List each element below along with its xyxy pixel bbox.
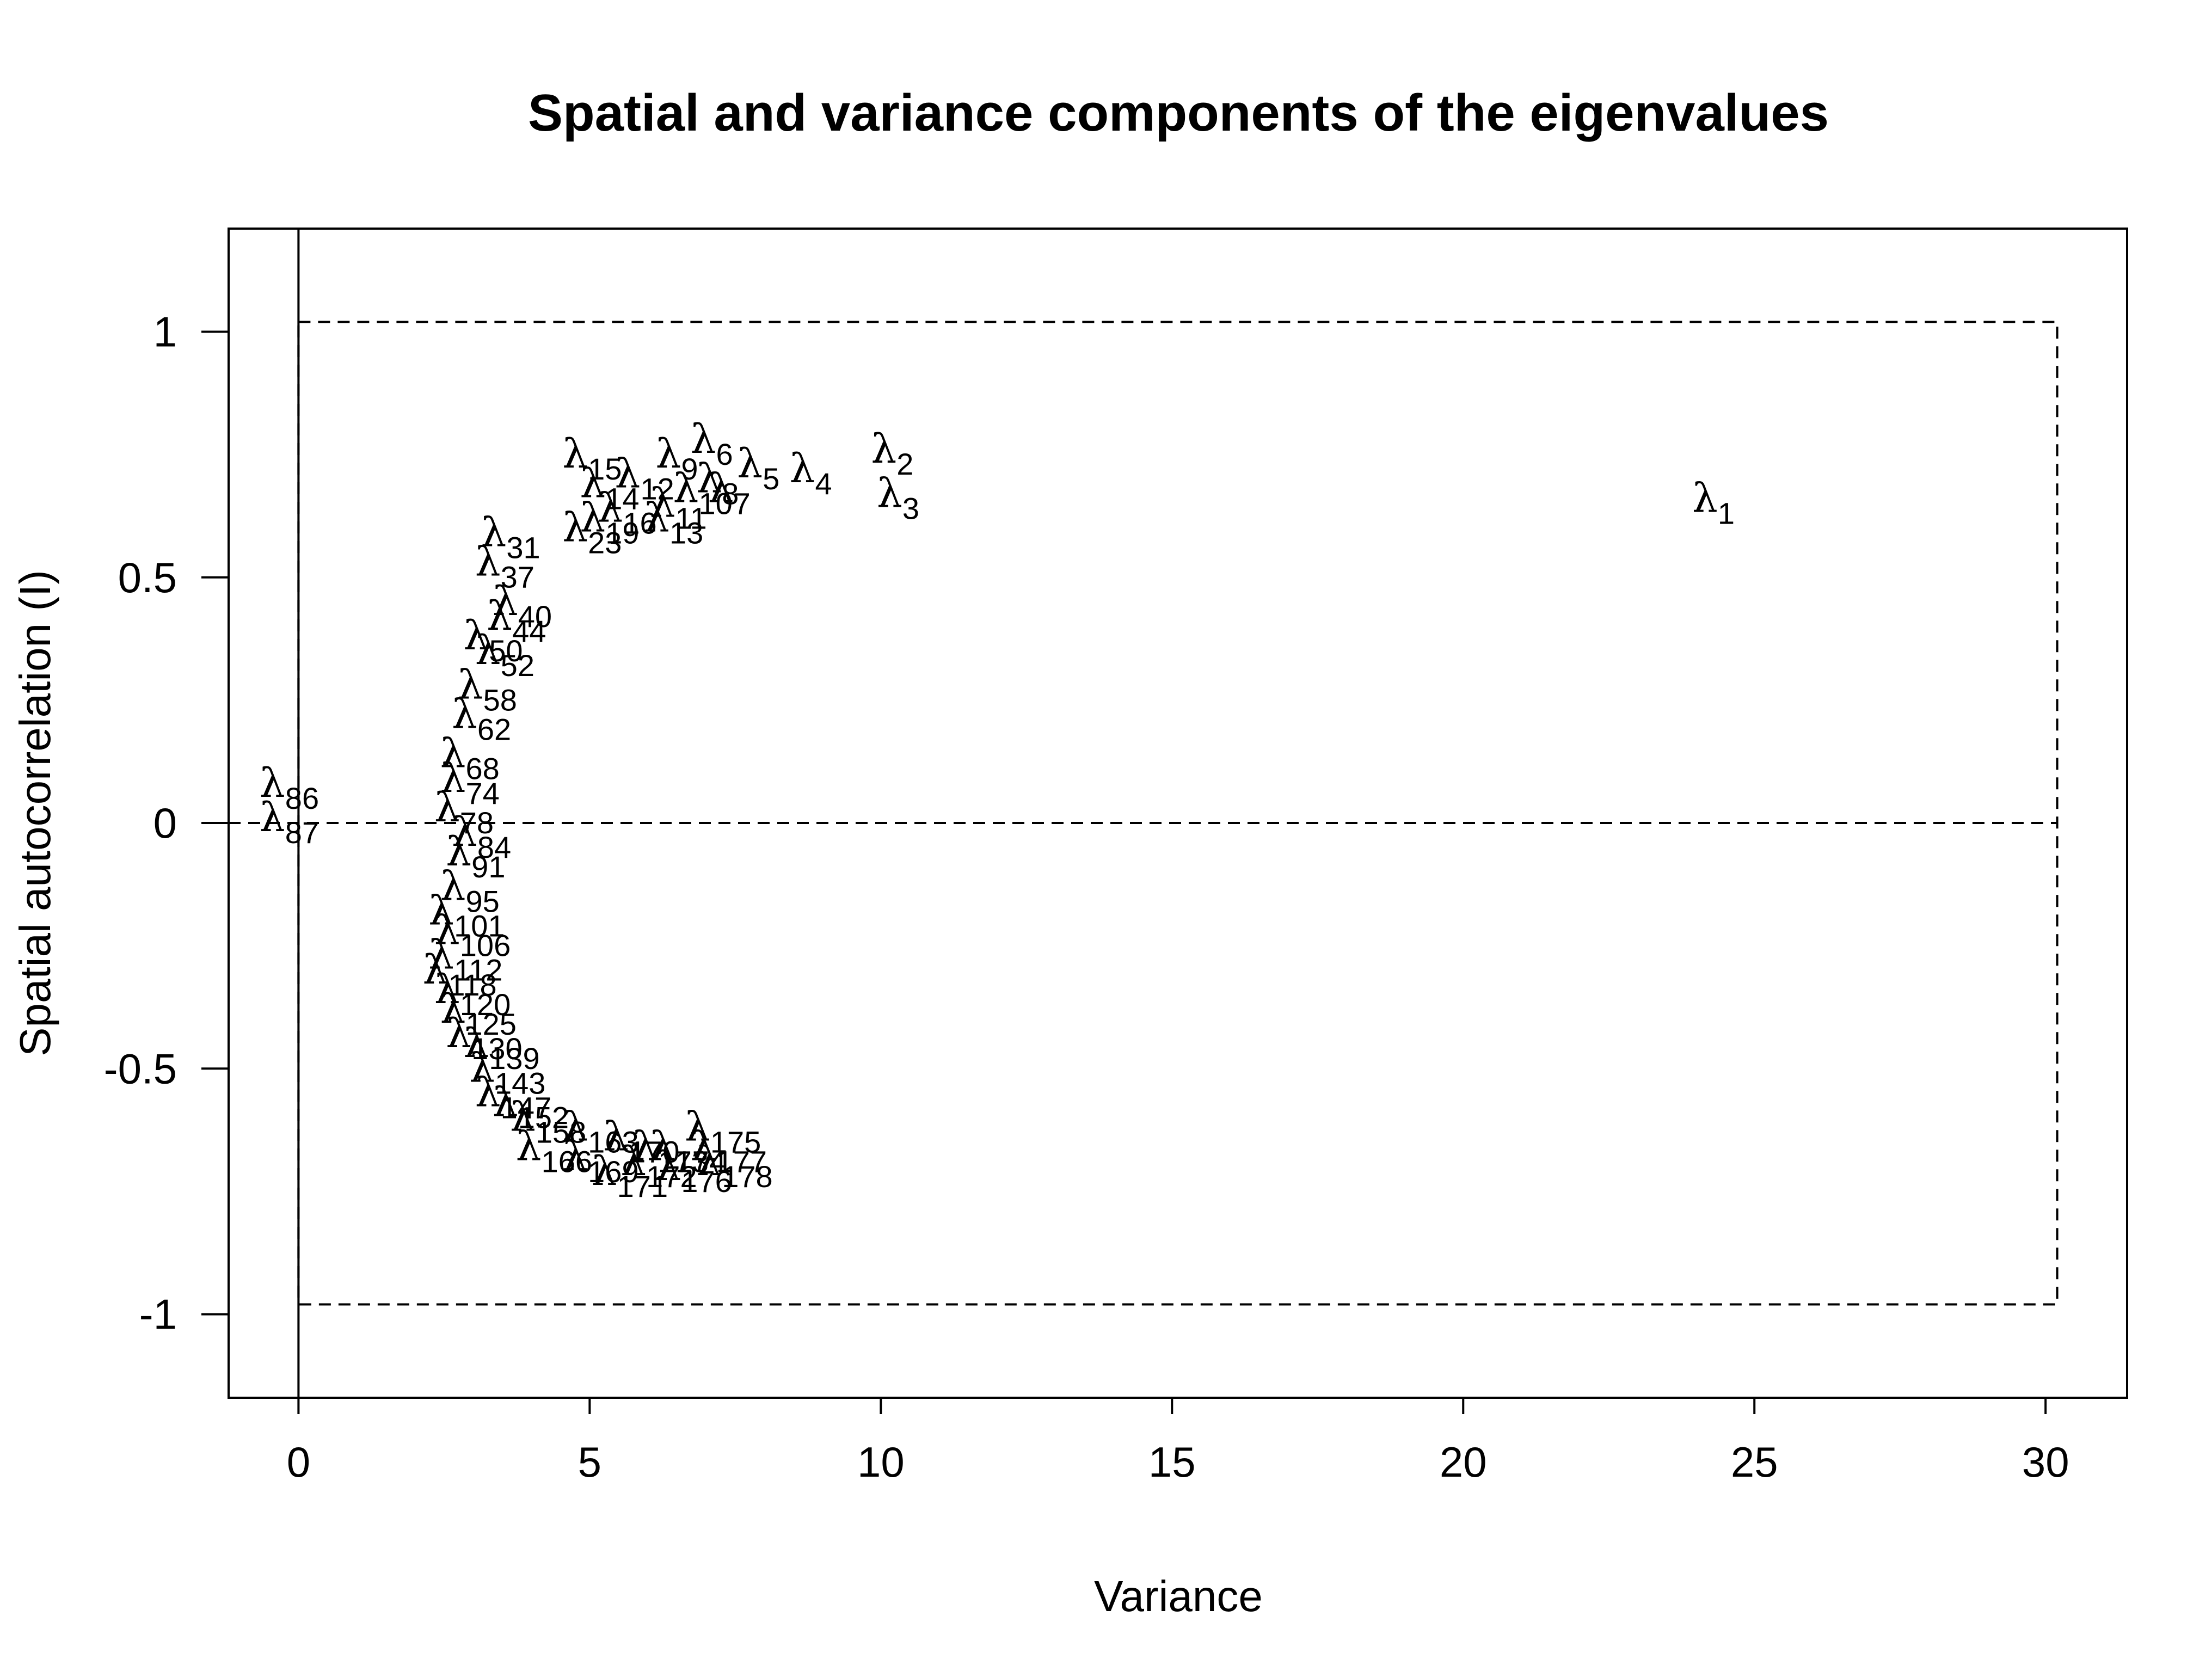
eigenvalue-point-label: λ15 xyxy=(562,431,622,486)
x-tick-label: 15 xyxy=(1148,1438,1196,1486)
x-tick-label: 10 xyxy=(857,1438,905,1486)
eigenvalue-point-label: λ4 xyxy=(790,445,832,501)
y-tick-label: -0.5 xyxy=(104,1044,177,1092)
eigenvalue-point-label: λ173 xyxy=(632,1123,709,1179)
eigenvalue-label: λ173 xyxy=(632,1123,709,1179)
x-tick-label: 30 xyxy=(2022,1438,2069,1486)
y-axis-label: Spatial autocorrelation (I) xyxy=(11,570,59,1056)
plot-frame xyxy=(228,228,2128,1399)
eigenvalue-label: λ62 xyxy=(452,691,511,746)
reference-lines xyxy=(229,229,2059,1398)
y-tick-label: 1 xyxy=(153,308,177,356)
y-tick-label: -1 xyxy=(139,1291,177,1338)
y-axis: -1 -0.5 0 0.5 1 xyxy=(104,308,229,1338)
eigenvalue-label: λ14 xyxy=(580,460,639,515)
x-axis-label: Variance xyxy=(1094,1572,1263,1620)
eigenvalue-label: λ15 xyxy=(562,431,622,486)
eigenvalue-label: λ143 xyxy=(469,1044,545,1100)
eigenvalue-label: λ1 xyxy=(1692,475,1735,530)
eigenvalue-point-label: λ1 xyxy=(1692,475,1735,530)
eigenvalue-label: λ4 xyxy=(790,445,832,501)
x-tick-label: 25 xyxy=(1731,1438,1778,1486)
eigenvalue-point-label: λ62 xyxy=(452,691,511,746)
eigenvalue-label: λ175 xyxy=(685,1104,761,1159)
y-tick-label: 0.5 xyxy=(118,554,177,601)
y-tick-label: 0 xyxy=(153,799,177,847)
x-axis: 0 5 10 15 20 25 30 xyxy=(287,1398,2069,1486)
x-tick-label: 0 xyxy=(287,1438,310,1486)
eigenvalue-labels: λ1λ2λ3λ4λ5λ6λ7λ8λ9λ10λ11λ12λ13λ14λ15λ16λ… xyxy=(260,416,1735,1203)
chart-title: Spatial and variance components of the e… xyxy=(528,84,1829,142)
eigenvalue-point-label: λ14 xyxy=(580,460,639,515)
x-tick-label: 5 xyxy=(578,1438,601,1486)
eigenvalue-point-label: λ175 xyxy=(685,1104,761,1159)
eigenvalue-point-label: λ143 xyxy=(469,1044,545,1100)
x-tick-label: 20 xyxy=(1440,1438,1487,1486)
